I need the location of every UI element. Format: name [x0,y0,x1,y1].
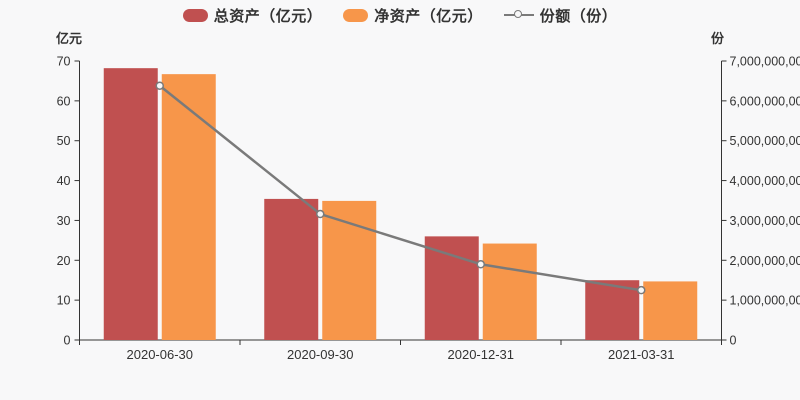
legend: 总资产（亿元） 净资产（亿元） 份额（份） [0,3,800,27]
left-axis-tick-label-6: 60 [57,94,71,108]
right-axis-tick-label-5: 5,000,000,000 [730,134,800,148]
legend-item-net-assets[interactable]: 净资产（亿元） [343,5,483,26]
bar-series-1-cat-1[interactable] [322,200,377,340]
right-axis-tick-label-0: 0 [730,334,737,348]
bar-series-0-cat-1[interactable] [264,198,319,340]
right-axis-tick-label-1: 1,000,000,000 [730,294,800,308]
legend-item-share[interactable]: 份额（份） [503,5,618,26]
right-axis-unit-label: 份 [711,31,725,46]
share-line-marker-1[interactable] [316,209,325,219]
left-axis-tick-label-7: 70 [57,55,71,69]
left-axis-tick-label-1: 10 [57,294,71,308]
legend-label-net-assets: 净资产（亿元） [374,7,483,25]
bar-series-0-cat-0[interactable] [103,68,158,340]
x-axis-category-label-3: 2021-03-31 [608,347,675,362]
bar-series-1-cat-3[interactable] [643,281,698,340]
left-axis-tick-label-2: 20 [57,254,71,268]
bar-series-1-cat-2[interactable] [482,243,537,340]
x-axis-category-label-1: 2020-09-30 [287,347,354,362]
bar-series-1-cat-0[interactable] [161,74,216,340]
left-axis-tick-label-4: 40 [57,174,71,188]
left-axis-tick-label-3: 30 [57,214,71,228]
share-line[interactable] [158,84,642,292]
share-line-marker-0[interactable] [155,81,164,90]
total-assets-swatch-icon [182,8,208,22]
x-axis-category-label-2: 2020-12-31 [448,347,515,362]
bar-series-0-cat-2[interactable] [424,236,479,340]
left-axis-unit-label: 亿元 [56,31,83,46]
left-axis-tick-label-0: 0 [64,334,71,348]
share-line-marker-3[interactable] [637,285,646,295]
x-axis-category-label-0: 2020-06-30 [127,347,194,362]
right-axis-tick-label-4: 4,000,000,000 [730,174,800,188]
right-axis-tick-label-6: 6,000,000,000 [730,94,800,108]
legend-item-total-assets[interactable]: 总资产（亿元） [182,5,323,26]
share-line-marker-2[interactable] [476,260,485,269]
right-axis-tick-label-2: 2,000,000,000 [730,254,800,268]
legend-label-total-assets: 总资产（亿元） [213,7,323,25]
right-axis-tick-label-3: 3,000,000,000 [730,214,800,228]
right-axis-tick-label-7: 7,000,000,000 [730,55,800,69]
net-assets-swatch-icon [343,8,369,22]
line-circle-marker-icon [503,8,534,22]
left-axis-tick-label-5: 50 [57,134,71,148]
legend-label-share: 份额（份） [539,7,618,25]
bar-series-0-cat-3[interactable] [585,280,640,340]
